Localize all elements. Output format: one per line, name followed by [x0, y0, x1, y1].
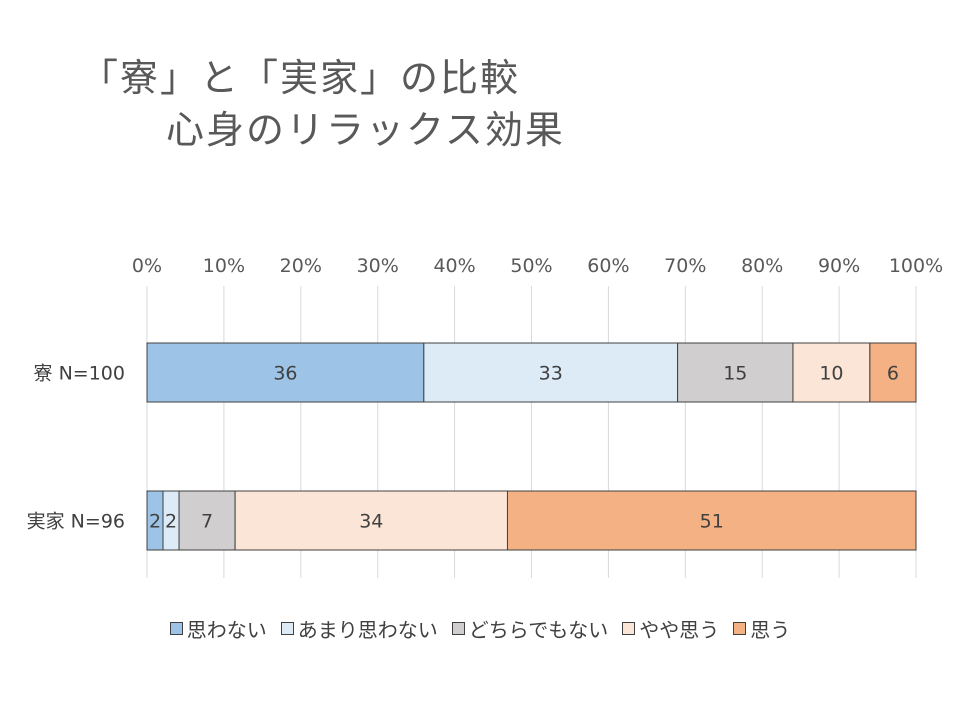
bar-segment	[677, 342, 794, 403]
data-label: 15	[723, 363, 747, 385]
chart-legend: 思わない あまり思わない どちらでもない やや思う 思う	[0, 614, 960, 643]
x-tick-label: 30%	[357, 255, 399, 277]
legend-item: やや思う	[622, 614, 719, 643]
bar-segment	[423, 342, 679, 403]
x-tick-label: 80%	[741, 255, 783, 277]
legend-label: やや思う	[639, 618, 720, 642]
legend-swatch	[280, 622, 294, 635]
bar-segment	[234, 490, 508, 551]
data-label: 6	[887, 363, 899, 385]
legend-label: 思う	[750, 618, 791, 642]
data-label: 10	[819, 363, 843, 385]
x-tick-label: 40%	[433, 255, 475, 277]
data-label: 34	[359, 511, 383, 533]
data-label: 2	[165, 511, 177, 533]
x-tick-label: 100%	[889, 255, 943, 277]
bar-segment	[146, 342, 425, 403]
x-tick-label: 0%	[132, 255, 162, 277]
x-tick-label: 60%	[587, 255, 629, 277]
bar-segment	[869, 342, 917, 403]
legend-swatch	[622, 622, 636, 635]
data-label: 51	[700, 511, 724, 533]
category-label: 寮 N=100	[34, 363, 125, 385]
legend-label: どちらでもない	[468, 618, 609, 642]
x-tick-label: 70%	[664, 255, 706, 277]
legend-label: あまり思わない	[297, 618, 438, 642]
data-label: 36	[273, 363, 297, 385]
chart-title-line2: 心身のリラックス効果	[166, 108, 565, 152]
legend-item: 思う	[733, 614, 790, 643]
legend-label: 思わない	[186, 618, 267, 642]
data-label: 2	[149, 511, 161, 533]
legend-swatch	[169, 622, 183, 635]
x-tick-label: 90%	[818, 255, 860, 277]
bar-segment	[506, 490, 917, 551]
legend-item: あまり思わない	[280, 614, 438, 643]
data-label: 33	[539, 363, 563, 385]
chart-title-line1: 「寮」と「実家」の比較	[80, 56, 521, 100]
data-label: 7	[201, 511, 213, 533]
legend-item: どちらでもない	[451, 614, 609, 643]
stacked-bar-chart: 0% 10% 20% 30% 40% 50% 60% 70% 80% 90% 100% 36 33 15 1…	[27, 255, 943, 578]
x-tick-label: 10%	[203, 255, 245, 277]
legend-item: 思わない	[169, 614, 267, 643]
category-label: 実家 N=96	[27, 511, 125, 533]
bar-segment	[178, 490, 236, 551]
x-tick-label: 50%	[510, 255, 552, 277]
legend-swatch	[733, 622, 747, 635]
x-tick-label: 20%	[280, 255, 322, 277]
legend-swatch	[451, 622, 465, 635]
chart-title: 「寮」と「実家」の比較 心身のリラックス効果	[80, 52, 565, 156]
